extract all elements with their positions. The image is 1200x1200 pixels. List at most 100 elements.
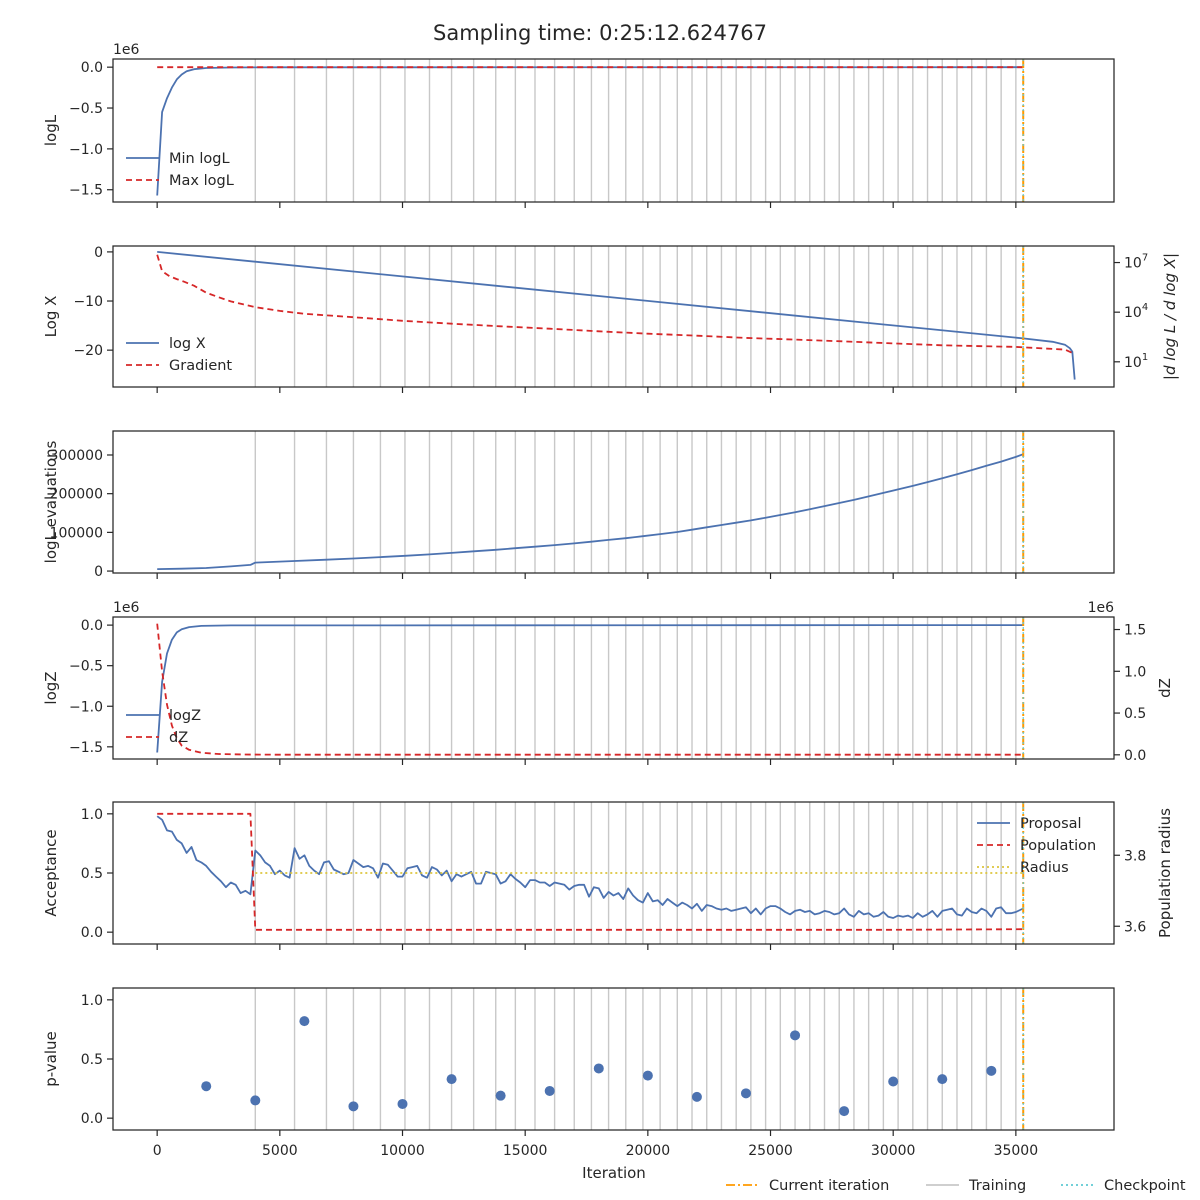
scatter-point [348,1101,359,1112]
series-line-proposal [156,815,1024,919]
panels: 0.0 −0.5 −1.0 −1.5 logL 1e6 Min logL Max logL 0 −… [42,42,1179,1159]
scatter-point [446,1074,457,1085]
y-tick-label: 0.0 [81,1111,103,1127]
y-tick-label-right: 3.6 [1124,919,1146,935]
y-tick-label: −1.5 [69,183,103,199]
y-tick-label: 1.0 [81,993,103,1009]
legend-label: Min logL [169,151,230,167]
y-tick-label: −20 [73,343,103,359]
y-tick-label: −10 [73,294,103,310]
y-tick-label: 0 [94,245,103,261]
x-tick-label: 15000 [503,1143,548,1159]
y-tick-label-right: 1.0 [1124,664,1146,680]
x-axis-label: Iteration [582,1164,646,1182]
legend-label: Proposal [1020,816,1082,832]
x-tick-label: 25000 [748,1143,793,1159]
bottom-legend-label: Training [968,1178,1026,1194]
legend-label: log X [169,336,206,352]
offset-text: 1e6 [113,600,140,616]
plot-area [156,66,1024,196]
axes-frame [112,801,1115,945]
x-tick-label: 20000 [626,1143,671,1159]
y-tick-label: 100000 [50,525,103,541]
legend-label: logZ [169,708,201,724]
scatter-point [593,1063,604,1074]
scatter-point [201,1081,212,1092]
y-tick-label: 1.0 [81,807,103,823]
plot-area [201,1016,997,1117]
axes-frame [112,58,1115,203]
panel-logl: 0.0 −0.5 −1.0 −1.5 logL 1e6 Min logL Max logL [42,42,1115,208]
axes-frame [112,245,1115,388]
y-axis-label: Acceptance [42,829,60,916]
x-tick-label: 0 [153,1143,162,1159]
scatter-point [888,1076,899,1087]
y-tick-label: 0 [94,564,103,580]
plot-area [156,812,1024,931]
series-line-population [157,812,1024,931]
legend-label: Population [1020,838,1096,854]
bottom-legend-label: Current iteration [769,1178,889,1194]
y-axis-label-right: |d log L / d log X| [1161,253,1179,380]
scatter-point [740,1088,751,1099]
y-tick-label: −1.0 [69,699,103,715]
x-tick-label: 5000 [262,1143,298,1159]
scatter-point [250,1095,261,1106]
series-line-gradient [156,254,1076,355]
bottom-legend-label: Checkpoint [1104,1178,1186,1194]
y-tick-label: −0.5 [69,101,103,117]
y-axis-label-right: dZ [1156,678,1174,698]
y-tick-label-right: 107 [1124,253,1148,272]
scatter-point [937,1074,948,1085]
y-axis-label-right: Population radius [1156,808,1174,938]
y-tick-label: 0.5 [81,866,103,882]
series-line-min-logl [156,66,1024,196]
y-tick-label-right: 101 [1124,352,1148,371]
y-axis-label: Log X [42,296,60,338]
scatter-point [790,1030,801,1041]
y-axis-label: logZ [42,671,60,704]
y-tick-label: 0.0 [81,60,103,76]
legend-label: Max logL [169,173,234,189]
panel-p-value: 0 5000 10000 15000 20000 25000 30000 35000 0.0 0.… [42,987,1115,1159]
offset-text: 1e6 [113,42,140,58]
scatter-point [642,1070,653,1081]
scatter-point [839,1106,850,1117]
scatter-point [495,1090,506,1101]
y-tick-label: −1.5 [69,740,103,756]
scatter-point [986,1065,997,1076]
legend-label: Radius [1020,860,1069,876]
x-tick-label: 10000 [380,1143,425,1159]
series-line-dz [156,623,1024,756]
bottom-legend: Current iteration Training Checkpoint [726,1178,1186,1194]
series-line-values [157,453,1024,570]
series-line-logz [156,624,1024,753]
plot-area [157,453,1024,570]
axes-frame [112,616,1115,760]
y-tick-label-right: 3.8 [1124,848,1146,864]
offset-text-right: 1e6 [1088,600,1115,616]
y-axis-label: logL evaluations [42,440,60,563]
scatter-point [299,1016,310,1027]
y-tick-label-right: 0.5 [1124,706,1146,722]
y-tick-label-right: 1.5 [1124,623,1146,639]
axes-frame [112,987,1115,1131]
scatter-point [691,1091,702,1102]
panel-acceptance: 0.0 0.5 1.0 3.6 3.8 Acceptance Population radi… [42,801,1174,950]
legend-label: dZ [169,730,188,746]
x-tick-label: 30000 [871,1143,916,1159]
y-axis-label: p-value [42,1031,60,1087]
axes-frame [112,430,1115,574]
scatter-point [544,1085,555,1096]
y-tick-label: −1.0 [69,142,103,158]
y-tick-label: −0.5 [69,659,103,675]
panel-logx: 0 −10 −20 101 104 107 Log X |d log L / d log X|… [42,245,1179,393]
y-axis-label: logL [42,114,60,146]
y-tick-label: 0.5 [81,1052,103,1068]
y-tick-label: 200000 [50,487,103,503]
y-tick-label: 0.0 [81,618,103,634]
x-tick-label: 35000 [994,1143,1039,1159]
legend-label: Gradient [169,358,232,374]
